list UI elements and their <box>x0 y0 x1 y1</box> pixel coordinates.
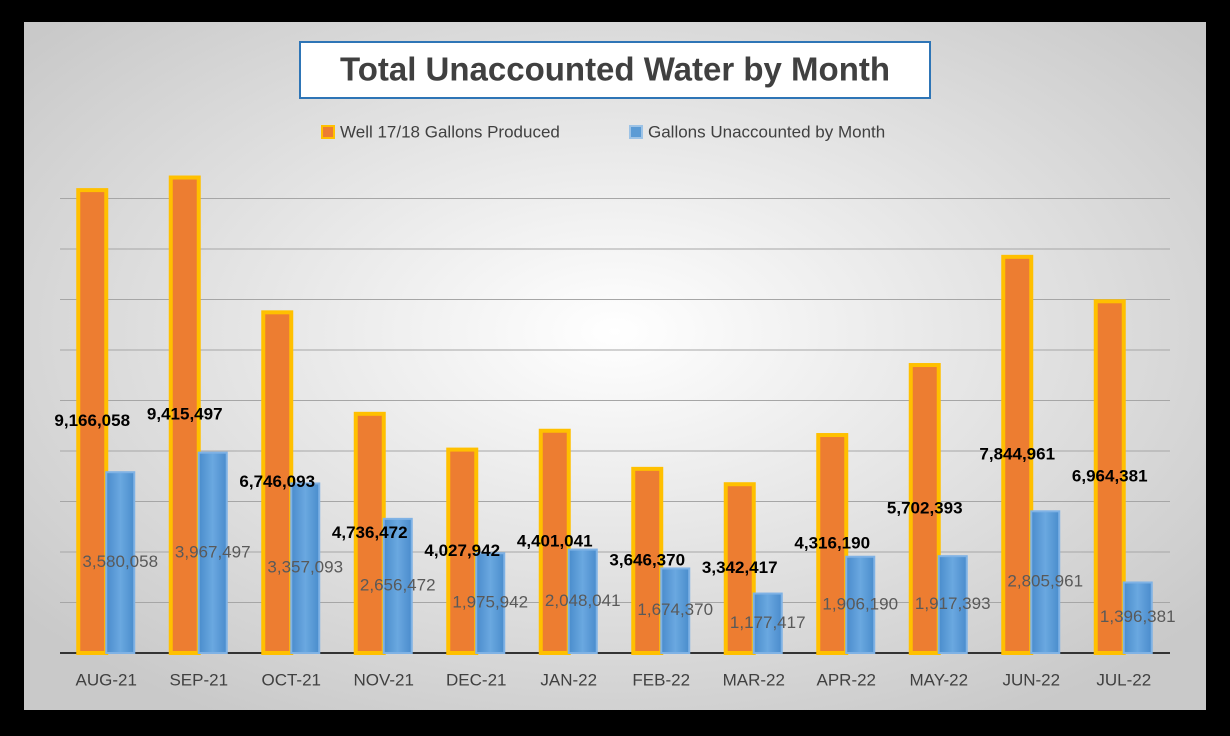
x-tick-label: FEB-22 <box>632 670 690 689</box>
title-box <box>299 41 931 99</box>
bar <box>446 447 479 655</box>
bar <box>816 433 849 655</box>
data-label: 4,027,942 <box>424 541 500 560</box>
bar <box>845 555 876 655</box>
bar <box>197 451 228 654</box>
bar <box>567 548 598 654</box>
x-tick-label: NOV-21 <box>354 670 414 689</box>
x-tick-label: MAR-22 <box>723 670 785 689</box>
data-label: 3,967,497 <box>175 542 251 561</box>
legend-label: Well 17/18 Gallons Produced <box>340 122 560 141</box>
bar <box>631 466 664 655</box>
data-label: 9,166,058 <box>54 411 130 430</box>
bar <box>1122 581 1153 655</box>
data-label: 2,048,041 <box>545 591 621 610</box>
data-label: 6,964,381 <box>1072 467 1148 486</box>
data-label: 9,415,497 <box>147 405 223 424</box>
data-label: 3,580,058 <box>82 552 158 571</box>
data-label: 3,646,370 <box>609 550 685 569</box>
x-tick-label: SEP-21 <box>169 670 228 689</box>
data-label: 1,177,417 <box>730 613 806 632</box>
x-tick-label: OCT-21 <box>261 670 321 689</box>
x-tick-label: MAY-22 <box>909 670 968 689</box>
bar <box>475 552 506 654</box>
bar <box>105 471 136 654</box>
data-label: 3,342,417 <box>702 558 778 577</box>
bar <box>76 188 109 655</box>
legend-swatch <box>629 125 643 139</box>
data-label: 1,906,190 <box>822 594 898 613</box>
data-label: 1,396,381 <box>1100 607 1176 626</box>
bar <box>1093 299 1126 655</box>
bar <box>752 592 783 655</box>
data-label: 1,917,393 <box>915 594 991 613</box>
bar <box>538 428 571 655</box>
bar <box>290 482 321 654</box>
legend-swatch <box>321 125 335 139</box>
chart-title: Total Unaccounted Water by Month <box>340 51 890 88</box>
bar <box>1030 510 1061 655</box>
bar <box>1001 254 1034 655</box>
x-tick-label: JAN-22 <box>540 670 597 689</box>
data-label: 1,674,370 <box>637 600 713 619</box>
data-label: 2,656,472 <box>360 575 436 594</box>
bar <box>723 482 756 655</box>
data-label: 2,805,961 <box>1007 572 1083 591</box>
x-tick-label: AUG-21 <box>76 670 137 689</box>
bar <box>168 175 201 655</box>
data-label: 4,736,472 <box>332 523 408 542</box>
data-label: 4,401,041 <box>517 531 593 550</box>
data-label: 5,702,393 <box>887 498 963 517</box>
data-label: 6,746,093 <box>239 472 315 491</box>
data-label: 7,844,961 <box>979 444 1055 463</box>
bar <box>937 555 968 654</box>
x-tick-label: DEC-21 <box>446 670 506 689</box>
legend: Well 17/18 Gallons Produced Gallons Unacc… <box>321 122 885 141</box>
bar <box>660 567 691 655</box>
x-tick-label: JUL-22 <box>1096 670 1151 689</box>
data-label: 4,316,190 <box>794 534 870 553</box>
bar <box>382 517 413 654</box>
data-label: 1,975,942 <box>452 593 528 612</box>
bar <box>908 363 941 655</box>
legend-label: Gallons Unaccounted by Month <box>648 122 885 141</box>
x-tick-label: JUN-22 <box>1002 670 1060 689</box>
x-tick-label: APR-22 <box>816 670 876 689</box>
data-label: 3,357,093 <box>267 558 343 577</box>
